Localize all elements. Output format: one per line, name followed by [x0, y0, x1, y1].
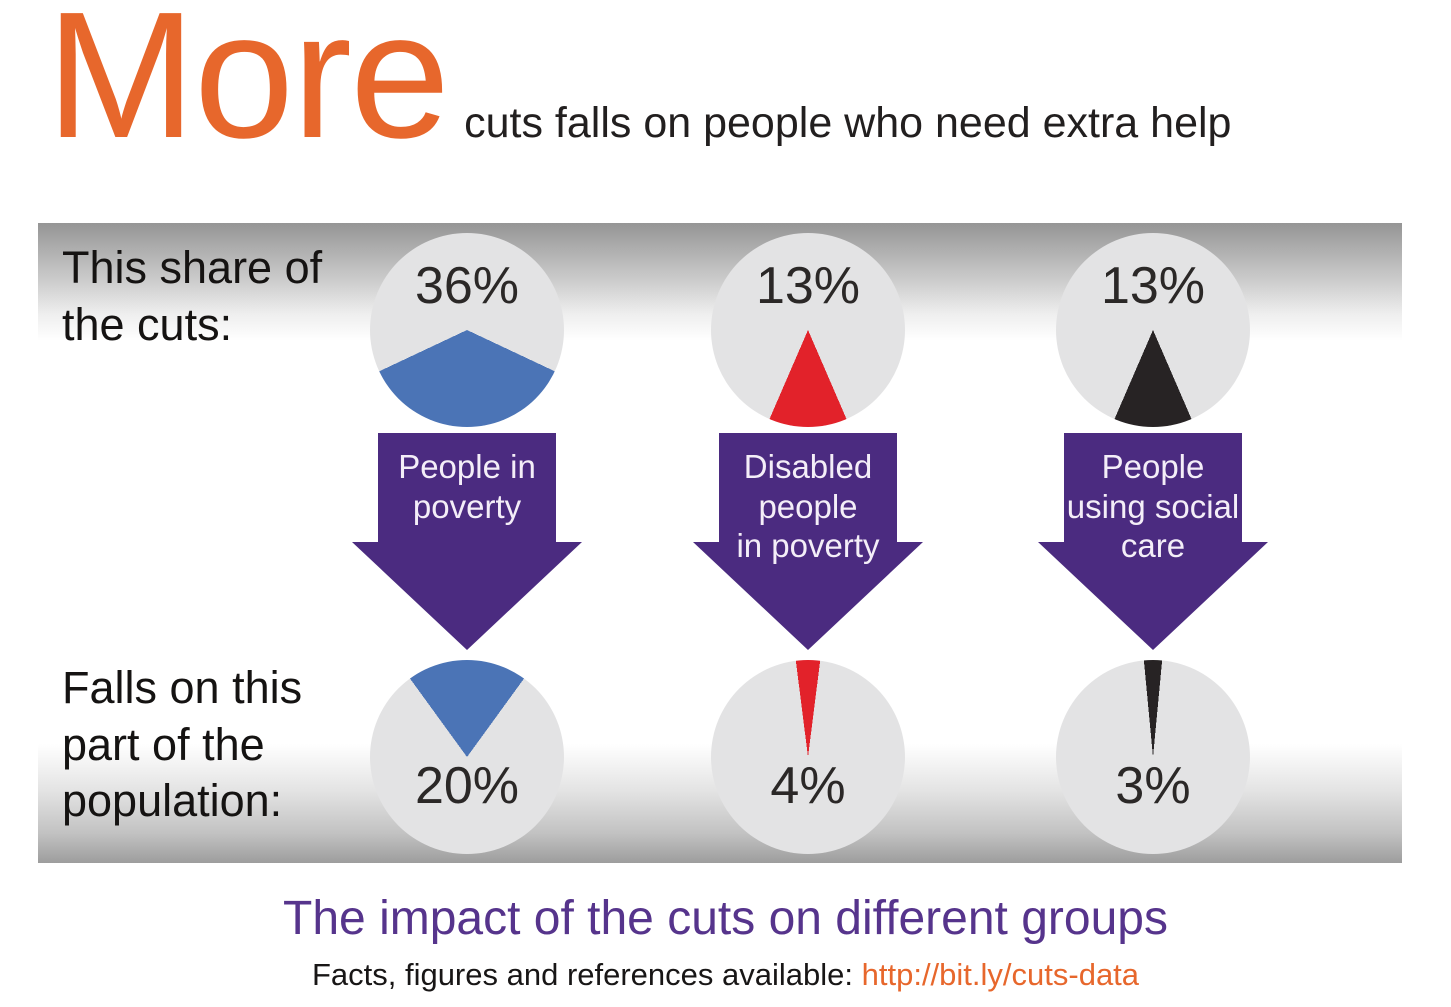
title-subtitle: cuts falls on people who need extra help — [464, 99, 1232, 147]
down-arrow-shape — [1038, 433, 1268, 650]
group-column-people-in-poverty: 36% People in poverty 20% — [352, 233, 582, 854]
group-column-people-using-social-care: 13% People using social care 3% — [1038, 233, 1268, 854]
group-name-label: People in poverty — [398, 448, 536, 525]
footer-note: Facts, figures and references available:… — [0, 957, 1451, 993]
share-of-population-value: 3% — [1115, 757, 1191, 815]
share-of-cuts-value: 36% — [414, 257, 520, 315]
pie-share-of-cuts: 13% — [711, 233, 905, 427]
pie-share-of-population: 4% — [711, 660, 905, 854]
pie-share-of-cuts: 13% — [1056, 233, 1250, 427]
share-of-cuts-value: 13% — [1100, 257, 1206, 315]
share-of-population-value: 20% — [414, 757, 520, 815]
share-of-cuts-row-label: This share of the cuts: — [62, 242, 323, 350]
down-arrow: Disabled people in poverty — [693, 433, 923, 650]
page-title: More cuts falls on people who need extra… — [46, 0, 1231, 166]
down-arrow: People using social care — [1038, 433, 1268, 650]
group-name-label: Disabled people in poverty — [736, 448, 880, 565]
down-arrow-shape — [352, 433, 582, 650]
pie-share-of-population: 3% — [1056, 660, 1250, 854]
footer-data-link[interactable]: http://bit.ly/cuts-data — [861, 957, 1140, 992]
footer-note-text: Facts, figures and references available: — [311, 957, 862, 992]
pie-share-of-cuts: 36% — [370, 233, 564, 427]
share-of-population-value: 4% — [770, 757, 846, 815]
title-highlight: More — [46, 0, 450, 176]
group-name-label: People using social care — [1066, 448, 1240, 565]
down-arrow-shape — [693, 433, 923, 650]
chart-title: The impact of the cuts on different grou… — [283, 892, 1168, 945]
group-column-disabled-people-in-poverty: 13% Disabled people in poverty 4% — [693, 233, 923, 854]
share-of-population-row-label: Falls on this part of the population: — [62, 662, 303, 827]
pie-share-of-population: 20% — [370, 660, 564, 854]
share-of-cuts-value: 13% — [755, 257, 861, 315]
down-arrow: People in poverty — [352, 433, 582, 650]
